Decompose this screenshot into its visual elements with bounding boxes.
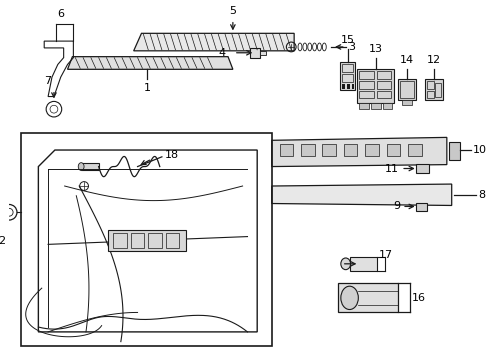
Polygon shape (271, 138, 446, 167)
Bar (148, 233, 162, 248)
Bar (415, 203, 427, 211)
Bar (401, 100, 411, 105)
Bar (359, 71, 373, 79)
Text: 7: 7 (44, 76, 51, 86)
Text: 3: 3 (348, 42, 355, 52)
Text: 14: 14 (399, 55, 413, 66)
Text: 16: 16 (411, 293, 425, 303)
Bar (415, 164, 428, 174)
Text: 6: 6 (57, 9, 64, 19)
Text: 18: 18 (164, 150, 179, 160)
Bar (351, 84, 354, 89)
Bar (81, 163, 99, 170)
Bar (376, 81, 390, 89)
Bar (365, 144, 378, 156)
Bar (165, 233, 179, 248)
Ellipse shape (340, 258, 350, 270)
Bar (386, 144, 399, 156)
Bar (370, 103, 380, 109)
Text: 10: 10 (472, 145, 486, 155)
Text: 2: 2 (0, 235, 5, 246)
Bar (343, 144, 357, 156)
Bar (359, 103, 368, 109)
Text: 17: 17 (378, 250, 392, 260)
Ellipse shape (78, 163, 84, 170)
Polygon shape (271, 184, 451, 206)
Text: 15: 15 (340, 35, 354, 45)
Bar (341, 84, 344, 89)
Text: 5: 5 (229, 6, 236, 16)
Bar (108, 230, 186, 251)
Polygon shape (67, 57, 232, 69)
Bar (399, 81, 413, 98)
Polygon shape (133, 33, 294, 51)
Bar (341, 64, 353, 72)
Bar (434, 83, 440, 96)
Text: 1: 1 (143, 83, 150, 93)
Bar (397, 79, 415, 100)
Bar (279, 144, 293, 156)
Bar (322, 144, 335, 156)
Bar (346, 84, 349, 89)
Bar (407, 144, 421, 156)
Bar (448, 142, 460, 160)
Bar (425, 79, 442, 100)
Bar (359, 81, 373, 89)
Text: 8: 8 (477, 190, 484, 200)
Bar (376, 71, 390, 79)
Bar (357, 69, 393, 103)
Bar (250, 48, 260, 58)
Bar (21, 132, 271, 346)
Text: 9: 9 (392, 202, 399, 211)
Bar (130, 233, 144, 248)
Bar (427, 91, 433, 99)
Text: 11: 11 (385, 163, 398, 174)
Bar (337, 283, 397, 312)
Bar (359, 91, 373, 99)
Ellipse shape (340, 286, 358, 310)
Bar (260, 51, 265, 55)
Bar (113, 233, 126, 248)
Text: 13: 13 (368, 44, 382, 54)
Bar (376, 91, 390, 99)
Bar (427, 81, 433, 89)
Bar (341, 74, 353, 82)
Bar (382, 103, 391, 109)
Bar (349, 257, 376, 271)
Bar (339, 63, 355, 90)
Text: 4: 4 (218, 48, 224, 58)
Text: 12: 12 (426, 55, 440, 66)
Bar (300, 144, 314, 156)
